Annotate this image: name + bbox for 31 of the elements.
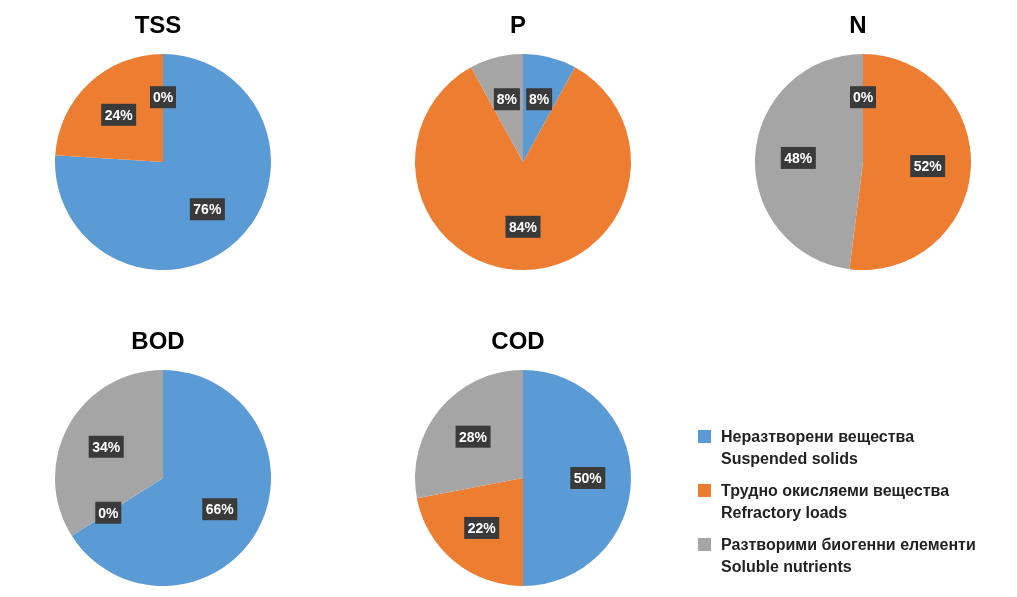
chart-title: COD [490,326,546,356]
pie-slice [415,370,523,499]
data-label: 8% [529,91,550,108]
pie-slice [416,478,523,586]
data-label: 50% [573,470,603,486]
pie-slice [849,54,971,270]
pie-slice [415,67,631,270]
data-label: 66% [205,501,235,518]
chart-title: BOD [130,326,186,356]
pie-slice [523,370,631,586]
data-label: 24% [104,106,134,123]
data-label: 28% [459,428,488,445]
legend-label: Неразтворени вещества Suspended solids [721,427,915,469]
pie-slice [55,370,163,536]
text: 0% [852,89,874,106]
data-label: 48% [784,149,813,166]
text: 0% [152,89,174,106]
text: 0% [98,504,119,521]
data-label: 76% [193,201,222,218]
data-label: 34% [92,438,121,455]
pie-slice [71,370,271,586]
data-label: 8% [496,91,518,108]
chart-title: P [509,10,527,40]
legend-label: Разтворими биогенни елементи Soluble nutrients [721,535,976,577]
legend-label: Трудно окисляеми вещества Refractory loads [721,481,950,523]
chart-title: TSS [133,10,183,40]
data-label: 84% [508,218,538,235]
chart-title: N [848,10,868,40]
data-label: 52% [913,158,943,175]
data-label: 22% [467,519,497,536]
pie-slice [55,54,271,270]
